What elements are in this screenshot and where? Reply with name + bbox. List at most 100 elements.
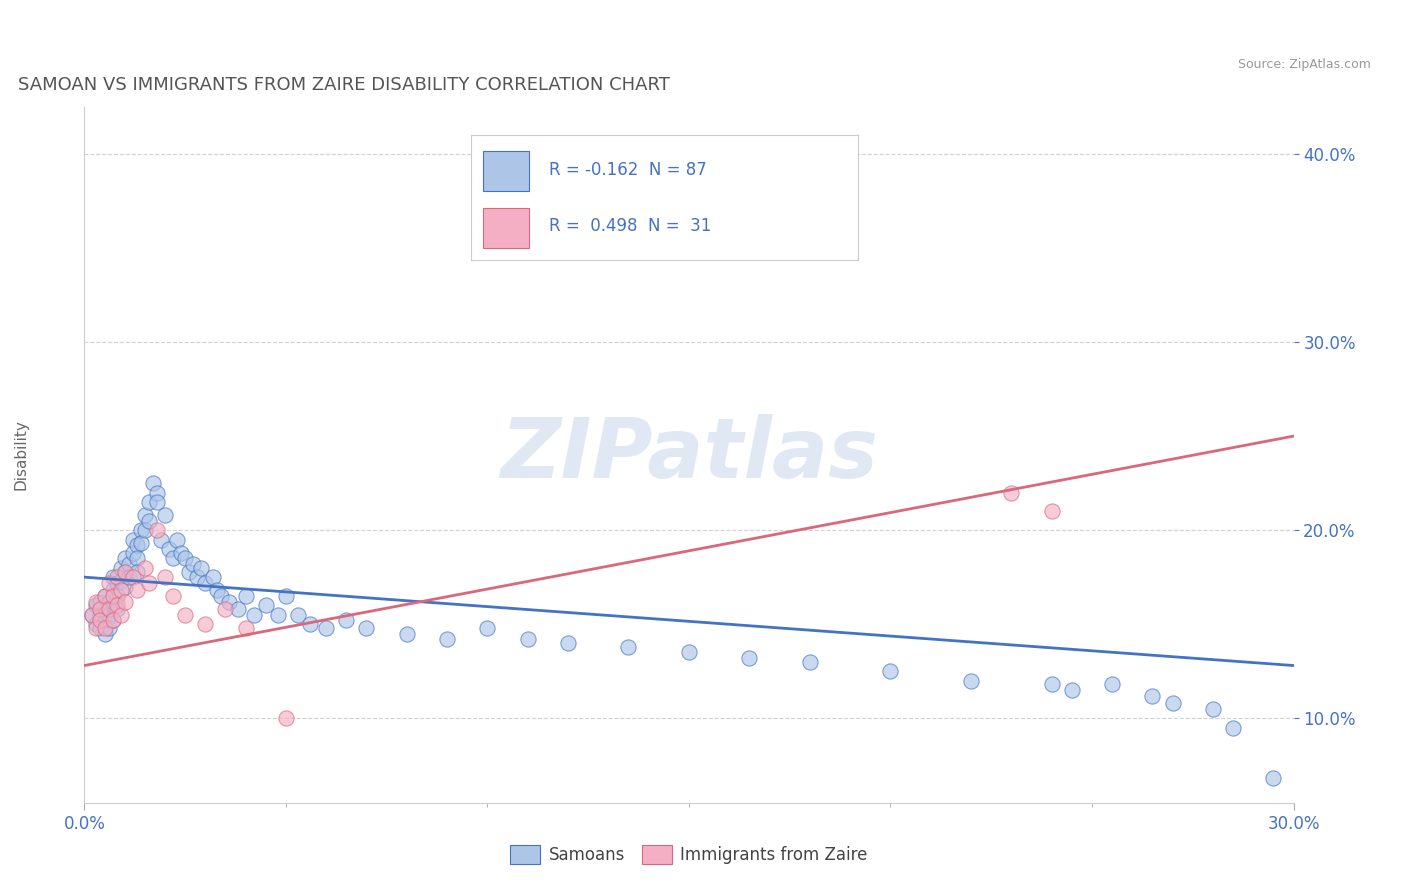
Point: [105, 575, 128, 590]
Point: [138, 514, 160, 528]
Point: [1202, 702, 1225, 716]
Point: [242, 607, 264, 622]
Point: [121, 533, 143, 547]
Point: [93, 621, 115, 635]
Point: [254, 599, 277, 613]
Point: [129, 536, 152, 550]
Point: [274, 711, 297, 725]
Point: [89, 602, 111, 616]
Point: [960, 673, 983, 688]
Point: [134, 560, 156, 574]
Point: [121, 570, 143, 584]
Point: [114, 565, 136, 579]
Point: [516, 632, 538, 647]
Y-axis label: Disability: Disability: [14, 419, 28, 491]
Point: [97, 602, 120, 616]
Point: [125, 538, 148, 552]
Point: [93, 589, 115, 603]
Text: Source: ZipAtlas.com: Source: ZipAtlas.com: [1237, 58, 1371, 71]
Point: [89, 621, 111, 635]
Point: [93, 626, 115, 640]
Point: [1142, 689, 1164, 703]
Point: [146, 495, 169, 509]
Point: [138, 575, 160, 590]
Point: [110, 560, 132, 574]
Point: [86, 621, 108, 635]
Point: [209, 589, 232, 603]
Point: [174, 551, 197, 566]
Point: [1101, 677, 1123, 691]
Point: [235, 621, 257, 635]
Point: [121, 546, 143, 560]
Point: [101, 570, 124, 584]
Point: [97, 621, 120, 635]
Point: [1222, 721, 1244, 735]
Point: [799, 655, 821, 669]
Point: [101, 614, 124, 628]
Point: [118, 570, 141, 584]
Point: [129, 523, 152, 537]
Point: [93, 589, 115, 603]
Point: [114, 551, 136, 566]
Point: [146, 485, 169, 500]
Point: [678, 645, 700, 659]
Point: [174, 607, 197, 622]
Point: [738, 651, 761, 665]
Point: [181, 557, 204, 571]
Point: [89, 614, 111, 628]
Point: [194, 575, 217, 590]
Point: [267, 607, 290, 622]
Point: [93, 602, 115, 616]
Point: [477, 621, 499, 635]
Point: [110, 583, 132, 598]
Text: SAMOAN VS IMMIGRANTS FROM ZAIRE DISABILITY CORRELATION CHART: SAMOAN VS IMMIGRANTS FROM ZAIRE DISABILI…: [18, 77, 669, 95]
Point: [218, 594, 240, 608]
Point: [142, 476, 165, 491]
Point: [557, 636, 579, 650]
Point: [315, 621, 337, 635]
Point: [101, 589, 124, 603]
Point: [287, 607, 309, 622]
Point: [356, 621, 378, 635]
Point: [1000, 485, 1022, 500]
Point: [1161, 696, 1184, 710]
Point: [1040, 677, 1063, 691]
Point: [879, 664, 901, 678]
Point: [97, 594, 120, 608]
Point: [82, 607, 104, 622]
Point: [82, 607, 104, 622]
Point: [1060, 683, 1083, 698]
Point: [105, 589, 128, 603]
Point: [89, 594, 111, 608]
Point: [134, 508, 156, 522]
Point: [153, 570, 176, 584]
Point: [186, 570, 208, 584]
Point: [101, 583, 124, 598]
Point: [114, 565, 136, 579]
Point: [202, 570, 225, 584]
Point: [114, 594, 136, 608]
Point: [1263, 772, 1285, 786]
Point: [170, 546, 193, 560]
Point: [101, 614, 124, 628]
Point: [179, 565, 201, 579]
Point: [1040, 504, 1063, 518]
Point: [214, 602, 236, 616]
Point: [157, 541, 180, 556]
Point: [194, 617, 217, 632]
Point: [134, 523, 156, 537]
Point: [118, 557, 141, 571]
Point: [125, 565, 148, 579]
Point: [226, 602, 249, 616]
Point: [162, 589, 184, 603]
Point: [89, 607, 111, 622]
Point: [190, 560, 212, 574]
Point: [86, 594, 108, 608]
Point: [153, 508, 176, 522]
Point: [105, 599, 128, 613]
Point: [617, 640, 640, 654]
Point: [335, 614, 357, 628]
Legend: Samoans, Immigrants from Zaire: Samoans, Immigrants from Zaire: [503, 838, 875, 871]
Point: [93, 614, 115, 628]
Point: [395, 626, 418, 640]
